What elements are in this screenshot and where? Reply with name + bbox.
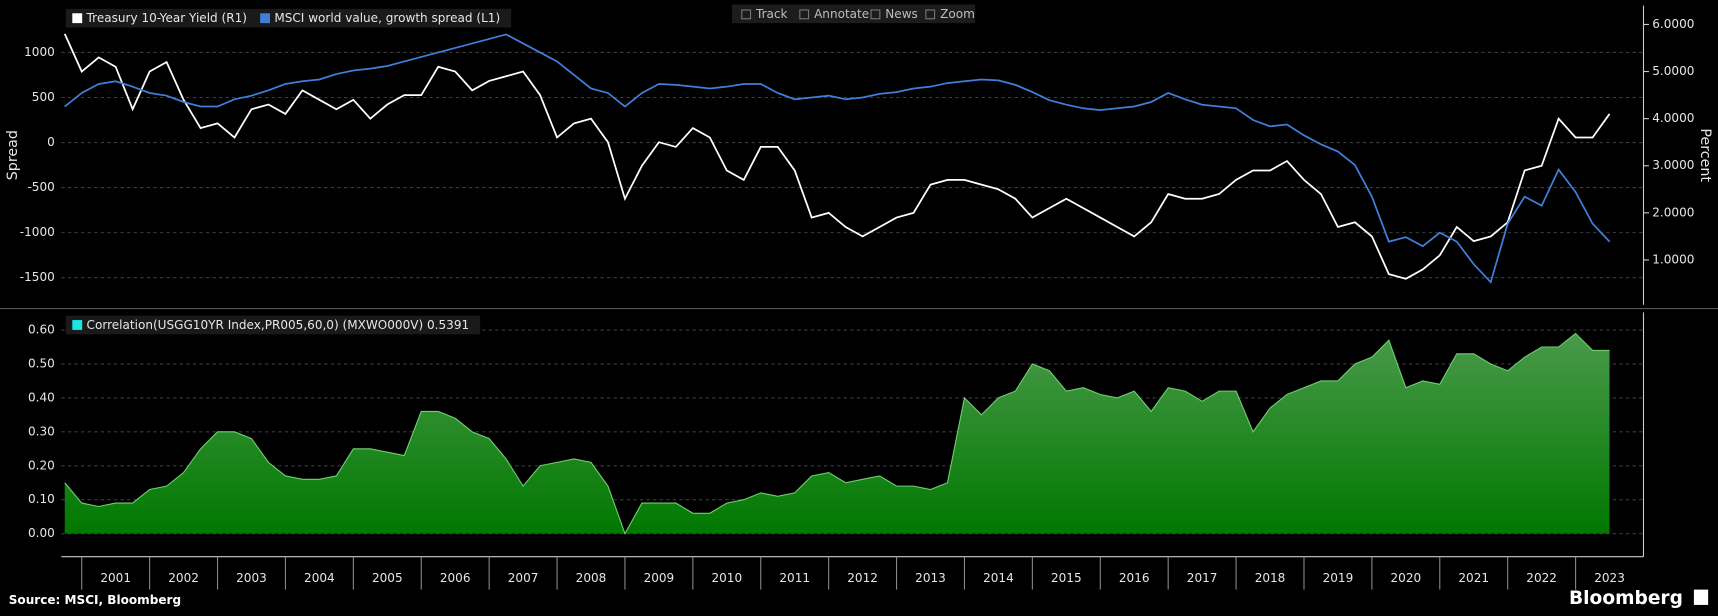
x-tick-label: 2009 — [644, 571, 675, 585]
y2-tick-label: 6.0000 — [1652, 17, 1694, 31]
area-series — [64, 333, 1610, 534]
y-tick-label: 0.00 — [28, 526, 55, 540]
legend-background — [65, 8, 512, 28]
toolbar-button[interactable]: Track — [755, 7, 788, 21]
legend-swatch — [72, 13, 83, 24]
x-tick-label: 2014 — [983, 571, 1014, 585]
y-tick-label: 0.30 — [28, 424, 55, 438]
x-tick-label: 2019 — [1323, 571, 1354, 585]
legend: Correlation(USGG10YR Index,PR005,60,0) (… — [65, 315, 481, 335]
x-tick-label: 2006 — [440, 571, 471, 585]
source-note: Source: MSCI, Bloomberg — [9, 593, 181, 607]
toolbar-icon — [925, 9, 936, 20]
x-tick-label: 2020 — [1390, 571, 1421, 585]
legend-background — [65, 315, 481, 335]
y2-axis-title: Percent — [1697, 128, 1713, 182]
y2-tick-label: 5.0000 — [1652, 64, 1694, 78]
y-tick-label: 0.10 — [28, 492, 55, 506]
x-tick-label: 2017 — [1187, 571, 1218, 585]
toolbar-button[interactable]: Zoom — [940, 7, 975, 21]
y-axis-title: Spread — [5, 130, 21, 180]
x-tick-label: 2022 — [1526, 571, 1557, 585]
legend-label: MSCI world value, growth spread (L1) — [274, 11, 500, 25]
brand: Bloomberg — [1569, 588, 1683, 609]
x-tick-label: 2015 — [1051, 571, 1082, 585]
x-tick-label: 2016 — [1119, 571, 1150, 585]
x-tick-label: 2023 — [1594, 571, 1625, 585]
toolbar-icon — [741, 9, 752, 20]
toolbar: Track Annotate News Zoom — [731, 4, 976, 24]
x-tick-label: 2007 — [508, 571, 539, 585]
legend-swatch — [260, 13, 270, 24]
x-tick-label: 2011 — [779, 571, 810, 585]
x-tick-label: 2002 — [168, 571, 199, 585]
x-tick-label: 2008 — [576, 571, 607, 585]
x-tick-label: 2001 — [100, 571, 131, 585]
toolbar-icon — [799, 9, 810, 20]
y-tick-label: -1000 — [20, 225, 55, 239]
legend-label: Treasury 10-Year Yield (R1) — [86, 11, 247, 25]
line-series — [64, 33, 1611, 284]
y-tick-label: 0.50 — [28, 356, 55, 370]
toolbar-icon — [870, 9, 881, 20]
x-tick-label: 2005 — [372, 571, 403, 585]
brand-icon — [1693, 589, 1709, 605]
legend-label: Correlation(USGG10YR Index,PR005,60,0) (… — [87, 318, 470, 332]
toolbar-background — [731, 4, 976, 24]
y-tick-label: 0 — [47, 135, 55, 149]
y2-tick-label: 4.0000 — [1652, 111, 1694, 125]
y-tick-label: 0.20 — [28, 458, 55, 472]
x-tick-label: 2003 — [236, 571, 267, 585]
legend: Treasury 10-Year Yield (R1) MSCI world va… — [65, 8, 512, 28]
y-tick-label: 500 — [32, 90, 55, 104]
toolbar-button[interactable]: Annotate — [814, 7, 869, 21]
x-tick-label: 2021 — [1458, 571, 1489, 585]
toolbar-button[interactable]: News — [885, 7, 918, 21]
y2-tick-label: 3.0000 — [1652, 158, 1694, 172]
y-tick-label: -1500 — [20, 270, 55, 284]
x-tick-label: 2018 — [1255, 571, 1286, 585]
legend-swatch — [72, 320, 83, 330]
y-tick-label: 0.60 — [28, 323, 55, 337]
y-tick-label: 0.40 — [28, 390, 55, 404]
x-tick-label: 2013 — [915, 571, 946, 585]
y2-tick-label: 1.0000 — [1652, 252, 1694, 266]
x-tick-label: 2010 — [711, 571, 742, 585]
area-edge — [64, 332, 1610, 535]
line-series — [63, 33, 1611, 280]
y-tick-label: -500 — [27, 180, 54, 194]
x-tick-label: 2004 — [304, 571, 335, 585]
x-tick-label: 2012 — [847, 571, 878, 585]
y-tick-label: 1000 — [24, 45, 55, 59]
y2-tick-label: 2.0000 — [1652, 205, 1694, 219]
